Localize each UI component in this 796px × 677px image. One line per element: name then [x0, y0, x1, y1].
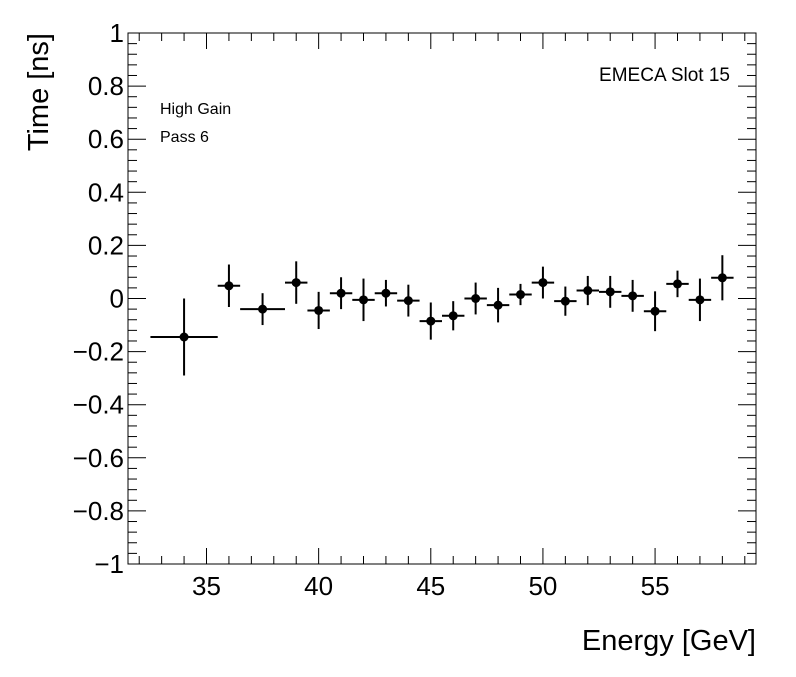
data-point [554, 286, 577, 316]
y-tick-label: −0.8 [73, 496, 124, 526]
annotation-line2: Pass 6 [160, 129, 209, 146]
x-tick-label: 55 [641, 571, 670, 601]
data-point [599, 275, 622, 308]
x-tick-label: 50 [528, 571, 557, 601]
point-marker [426, 316, 436, 326]
y-tick-label: −1 [94, 549, 124, 579]
point-marker [258, 304, 268, 314]
data-point [352, 278, 375, 322]
y-tick-label: −0.2 [73, 337, 124, 367]
y-tick-label: 0 [110, 284, 124, 314]
point-marker [359, 295, 368, 305]
point-marker [493, 300, 503, 310]
point-marker [314, 305, 324, 315]
data-point [307, 291, 330, 330]
y-tick-labels: −1 −0.8 −0.6 −0.4 −0.2 0 0.2 0.4 0.6 0.8 1 [73, 18, 124, 579]
x-axis-label: Energy [GeV] [582, 625, 756, 657]
data-point [397, 284, 420, 317]
y-tick-label: 0.4 [88, 177, 124, 207]
point-marker [673, 279, 682, 289]
data-point [464, 282, 487, 315]
point-marker [628, 291, 638, 301]
axes-ticks [128, 32, 756, 565]
data-point [531, 266, 555, 299]
x-tick-label: 40 [304, 571, 333, 601]
point-marker [583, 286, 593, 296]
y-tick-label: 0.8 [88, 71, 124, 101]
point-marker [224, 281, 234, 291]
data-point [442, 301, 465, 331]
point-marker [605, 287, 615, 297]
point-marker [179, 332, 189, 342]
data-point [688, 278, 712, 322]
data-point [509, 283, 532, 306]
point-marker [403, 296, 413, 306]
data-point [329, 277, 353, 310]
point-marker [291, 278, 301, 288]
data-point [666, 270, 689, 298]
data-point [643, 291, 667, 332]
data-point [711, 255, 734, 301]
point-marker [336, 288, 346, 298]
data-point [419, 302, 442, 340]
y-tick-label: 0.2 [88, 230, 124, 260]
data-point [285, 261, 308, 304]
data-point [240, 293, 285, 326]
x-tick-label: 45 [416, 571, 445, 601]
y-tick-label: −0.4 [73, 390, 124, 420]
y-tick-label: −0.6 [73, 443, 124, 473]
annotation-line1: High Gain [160, 101, 231, 118]
point-marker [538, 278, 548, 288]
point-marker [560, 296, 570, 306]
point-marker [516, 290, 525, 300]
point-marker [717, 273, 727, 283]
data-point [621, 279, 644, 312]
data-points [150, 255, 734, 376]
point-marker [650, 306, 660, 316]
data-point [150, 298, 218, 376]
annotation-top-right: EMECA Slot 15 [599, 65, 730, 86]
y-axis-label: Time [ns] [23, 33, 55, 151]
x-tick-label: 35 [192, 571, 221, 601]
x-tick-labels: 35 40 45 50 55 [192, 571, 669, 601]
point-marker [471, 294, 481, 303]
data-point [217, 264, 241, 307]
point-marker [381, 288, 391, 298]
y-tick-label: 1 [110, 18, 124, 48]
y-tick-label: 0.6 [88, 124, 124, 154]
data-point [374, 279, 398, 307]
point-marker [448, 311, 458, 321]
point-marker [695, 295, 705, 305]
data-point [576, 275, 599, 306]
data-point [486, 287, 510, 323]
